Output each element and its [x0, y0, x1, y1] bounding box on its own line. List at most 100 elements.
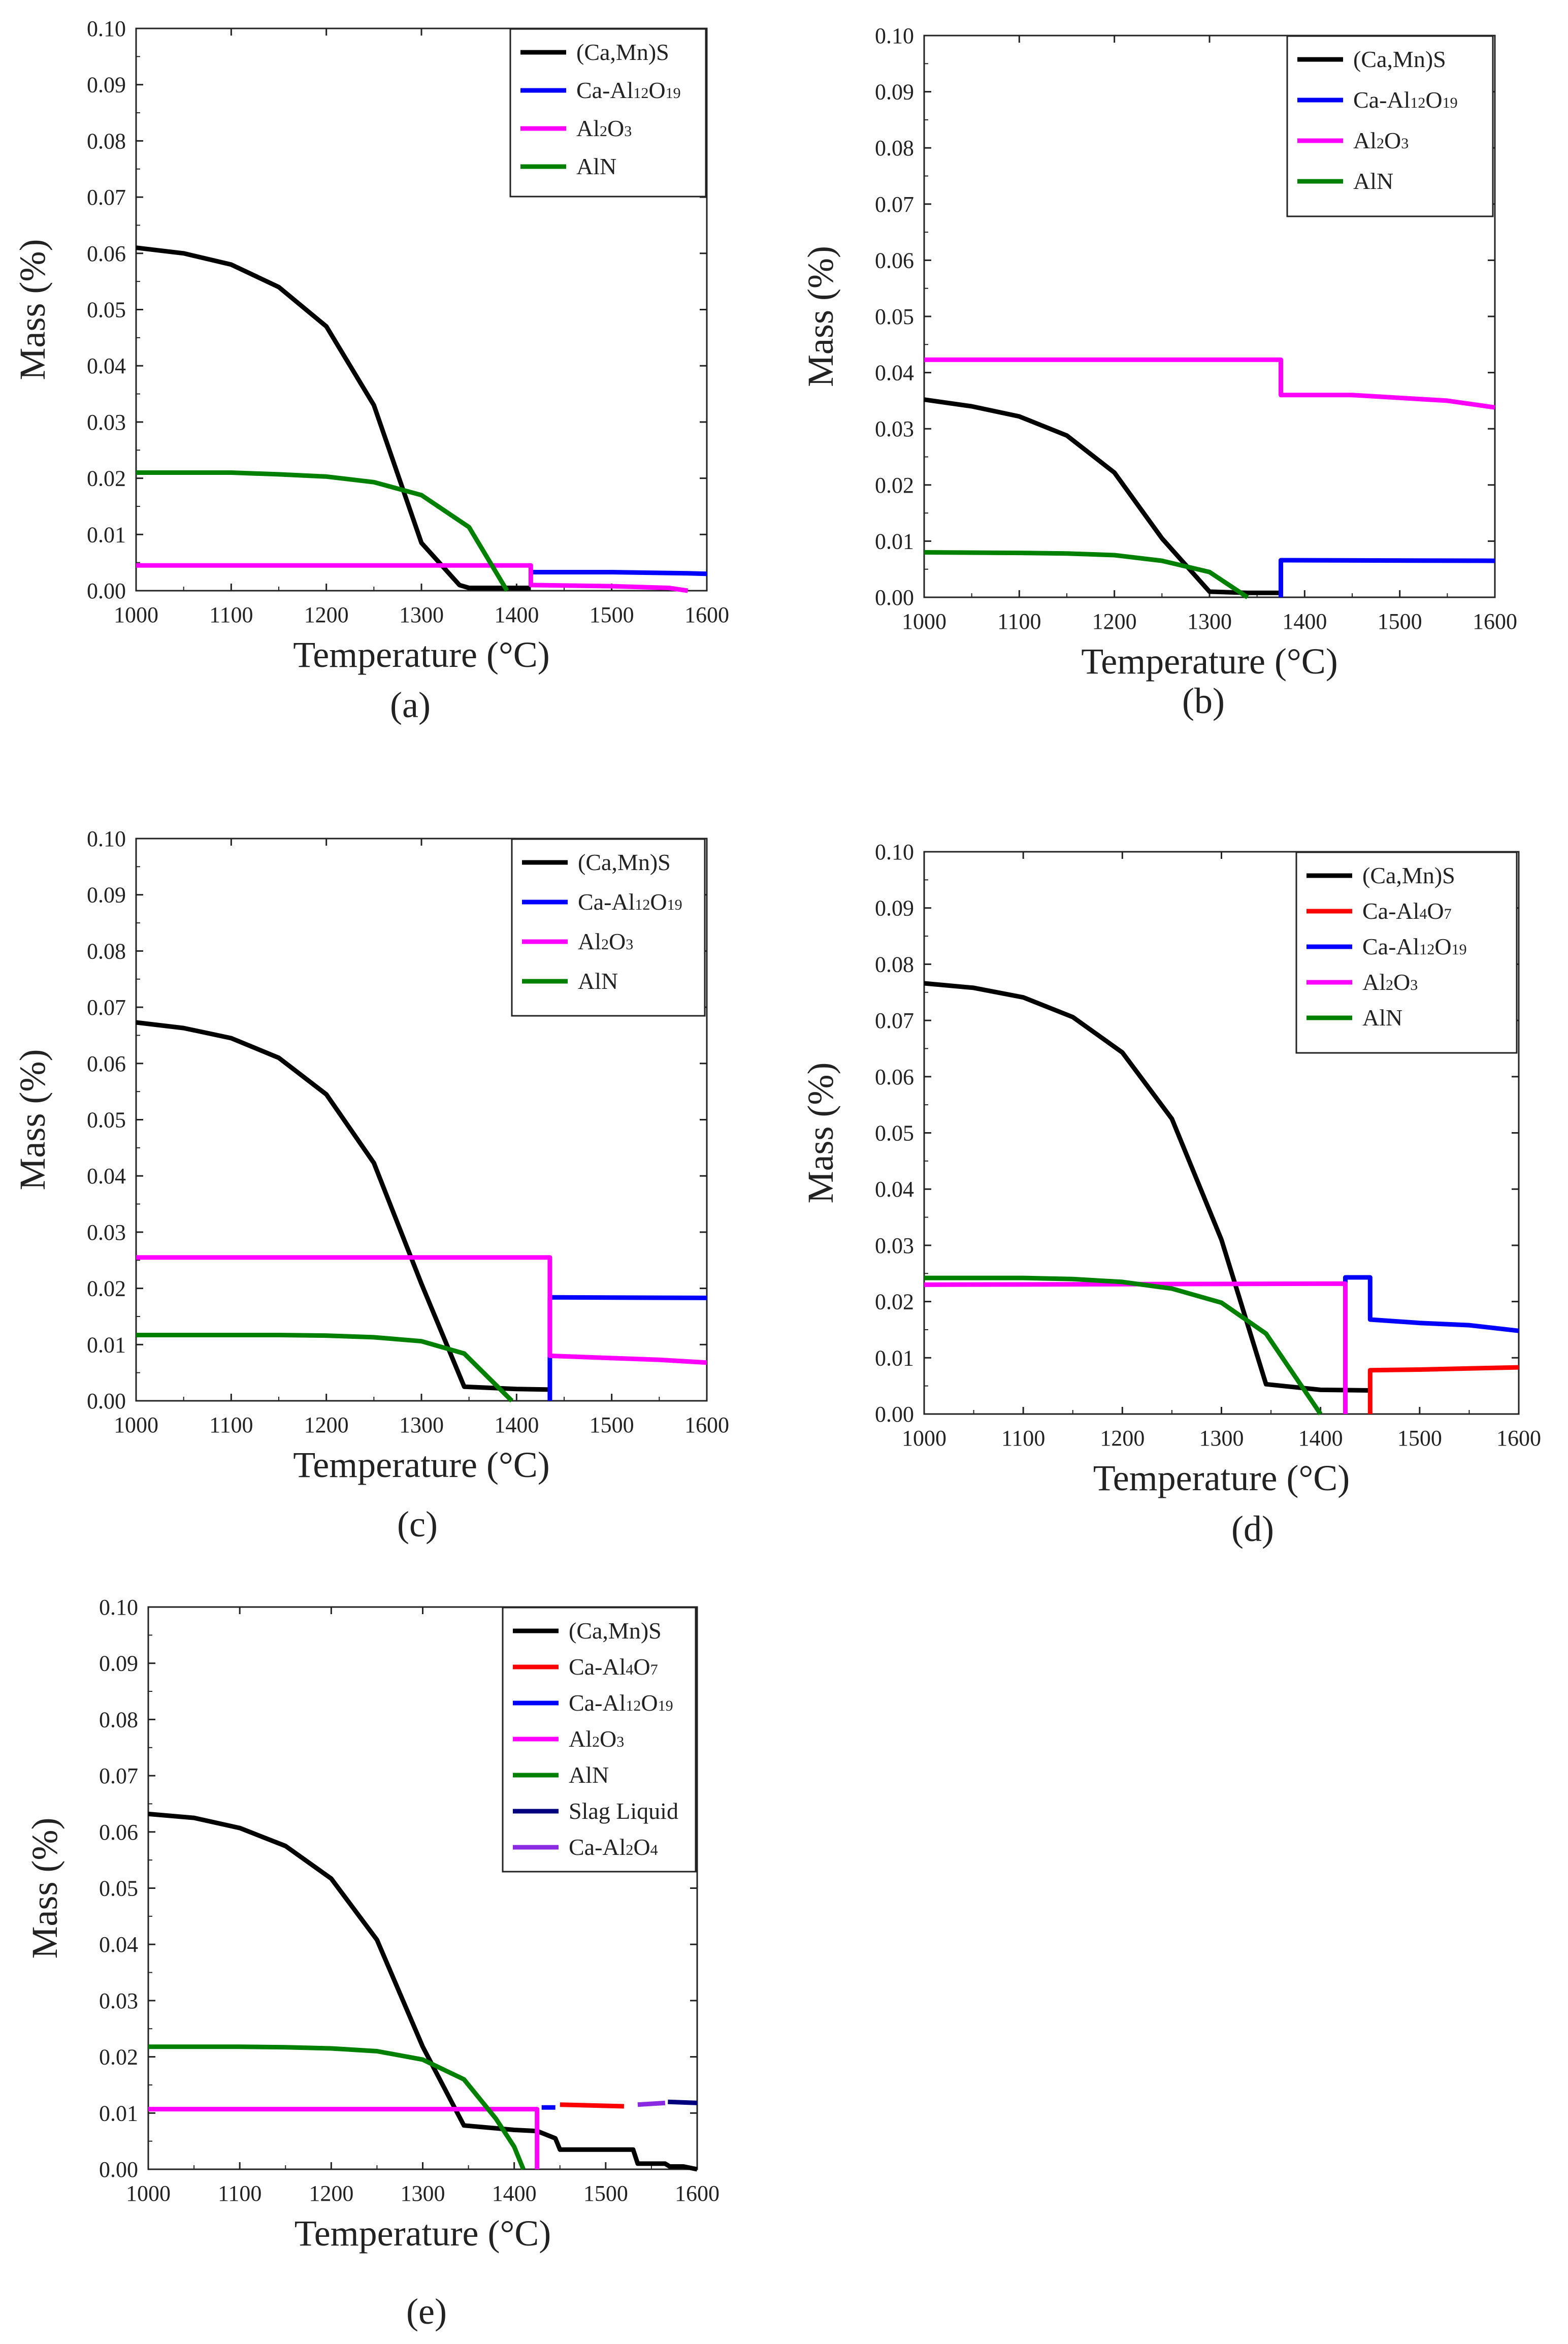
- panel-label: (c): [397, 1504, 438, 1545]
- legend-label: Al2O3: [1362, 969, 1418, 995]
- series-line-al2o3: [148, 2107, 540, 2169]
- series-line-al2o3: [136, 563, 689, 593]
- legend-label: Slag Liquid: [569, 1798, 678, 1824]
- legend-label: Al2O3: [569, 1726, 624, 1752]
- y-tick-label: 0.05: [875, 1121, 914, 1146]
- chart-panel-1: 1000 1100 1200 1300 1400 1500 1600 0.00 0.01 0.02…: [12, 16, 729, 725]
- y-tick-label: 0.01: [875, 529, 914, 554]
- y-tick-label: 0.08: [875, 136, 914, 160]
- y-tick-label: 0.04: [875, 1177, 914, 1202]
- y-tick-label: 0.05: [99, 1876, 138, 1901]
- y-tick-label: 0.08: [99, 1707, 138, 1732]
- x-tick-label: 1000: [114, 602, 158, 627]
- x-tick-label: 1600: [1496, 1426, 1541, 1451]
- series-line-aln: [136, 470, 509, 592]
- y-tick-label: 0.02: [87, 1276, 126, 1301]
- y-tick-label: 0.06: [875, 248, 914, 273]
- y-tick-label: 0.08: [87, 939, 126, 964]
- x-tick-label: 1400: [494, 1412, 539, 1437]
- series-line-ca-al12o19: [1279, 558, 1495, 597]
- y-tick-label: 0.04: [87, 1164, 126, 1189]
- x-axis-title: Temperature (°C): [1081, 641, 1338, 682]
- y-tick-label: 0.09: [87, 883, 126, 908]
- y-tick-label: 0.04: [99, 1932, 138, 1957]
- y-tick-label: 0.07: [875, 192, 914, 217]
- legend-label: AlN: [578, 968, 618, 994]
- y-tick-label: 0.01: [87, 1332, 126, 1357]
- y-tick-label: 0.10: [87, 16, 126, 41]
- x-tick-label: 1600: [684, 602, 729, 627]
- x-tick-label: 1500: [590, 1412, 634, 1437]
- y-tick-label: 0.07: [87, 995, 126, 1020]
- series-line-ca-mn-s: [924, 981, 1370, 1393]
- x-tick-label: 1100: [218, 2181, 262, 2206]
- y-tick-label: 0.03: [87, 1220, 126, 1245]
- legend-label: AlN: [576, 153, 616, 179]
- x-tick-label: 1100: [1001, 1426, 1045, 1451]
- legend-label: Al2O3: [578, 928, 633, 954]
- y-axis-title: Mass (%): [12, 1049, 53, 1191]
- legend-label: Ca-Al12O19: [576, 77, 681, 103]
- y-tick-label: 0.06: [87, 241, 126, 266]
- y-tick-label: 0.09: [875, 80, 914, 105]
- x-tick-label: 1000: [902, 1426, 946, 1451]
- x-tick-label: 1100: [209, 1412, 253, 1437]
- x-tick-label: 1300: [1187, 609, 1232, 634]
- y-tick-label: 0.05: [875, 304, 914, 329]
- legend-label: Al2O3: [1353, 127, 1409, 153]
- y-axis-title: Mass (%): [24, 1818, 65, 1959]
- y-tick-label: 0.04: [87, 354, 126, 378]
- y-tick-label: 0.05: [87, 298, 126, 323]
- series-line-aln: [148, 2044, 526, 2170]
- x-tick-label: 1400: [494, 602, 539, 627]
- legend-label: (Ca,Mn)S: [1353, 46, 1446, 72]
- series-line-ca-al2o4: [637, 2100, 666, 2107]
- y-tick-label: 0.02: [87, 466, 126, 491]
- y-tick-label: 0.10: [99, 1595, 138, 1620]
- x-axis-title: Temperature (°C): [1093, 1458, 1350, 1498]
- x-tick-label: 1300: [401, 2181, 445, 2206]
- legend-label: (Ca,Mn)S: [569, 1618, 662, 1644]
- x-tick-label: 1500: [1397, 1426, 1442, 1451]
- y-tick-label: 0.00: [87, 1389, 126, 1414]
- series-line-ca-mn-s: [924, 397, 1281, 595]
- y-tick-label: 0.09: [87, 73, 126, 98]
- x-tick-label: 1400: [492, 2181, 537, 2206]
- legend-label: Ca-Al12O19: [578, 889, 682, 915]
- x-tick-label: 1400: [1298, 1426, 1343, 1451]
- chart-panel-2: 1000 1100 1200 1300 1400 1500 1600 0.00 0.01 0.02…: [800, 23, 1517, 721]
- legend-label: AlN: [1353, 168, 1393, 194]
- panel-label: (d): [1231, 1508, 1274, 1549]
- y-tick-label: 0.01: [87, 522, 126, 547]
- y-tick-label: 0.00: [875, 1402, 914, 1427]
- series-line-aln: [924, 1275, 1323, 1416]
- legend-box: [511, 838, 706, 1017]
- legend-label: Ca-Al12O19: [569, 1690, 673, 1716]
- series-line-aln: [924, 550, 1249, 599]
- legend-label: AlN: [569, 1762, 609, 1788]
- legend-label: Ca-Al4O7: [569, 1654, 658, 1680]
- y-tick-label: 0.03: [875, 1233, 914, 1258]
- legend-label: (Ca,Mn)S: [576, 39, 669, 65]
- y-tick-label: 0.07: [87, 185, 126, 210]
- x-tick-label: 1400: [1282, 609, 1327, 634]
- legend-label: Ca-Al12O19: [1362, 934, 1467, 959]
- chart-panel-5: 1000 1100 1200 1300 1400 1500 1600 0.00 0.01 0.02…: [24, 1595, 720, 2332]
- x-tick-label: 1500: [1378, 609, 1422, 634]
- x-tick-label: 1300: [399, 1412, 444, 1437]
- series-line-ca-mn-s: [148, 1811, 698, 2172]
- y-tick-label: 0.10: [875, 840, 914, 864]
- y-tick-label: 0.04: [875, 361, 914, 386]
- series-line-al2o3: [924, 1281, 1348, 1414]
- y-tick-label: 0.01: [99, 2101, 138, 2126]
- legend-label: (Ca,Mn)S: [578, 849, 671, 875]
- x-tick-label: 1500: [590, 602, 634, 627]
- legend-label: Ca-Al12O19: [1353, 87, 1458, 113]
- x-tick-label: 1600: [1473, 609, 1517, 634]
- y-tick-label: 0.06: [99, 1820, 138, 1845]
- series-line-ca-mn-s: [136, 1020, 550, 1392]
- x-tick-label: 1500: [583, 2181, 628, 2206]
- legend-label: AlN: [1362, 1005, 1402, 1031]
- y-tick-label: 0.02: [875, 1290, 914, 1314]
